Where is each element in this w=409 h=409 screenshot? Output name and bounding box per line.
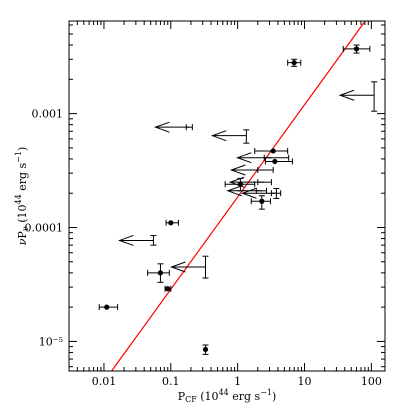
x-tick-label: 0.1: [162, 375, 180, 388]
point-layer: [98, 44, 378, 355]
upper-limit-point: [153, 121, 193, 133]
detection-point: [165, 219, 179, 226]
upper-limit-point: [240, 187, 282, 199]
detection-point: [287, 58, 302, 67]
upper-limit-point: [226, 185, 267, 197]
upper-limit-point: [229, 164, 274, 176]
label-layer: 0.01 0.1 1 10 100 10⁻⁵ 0.0001 0.001: [25, 108, 382, 388]
upper-limit-point: [210, 129, 250, 144]
upper-limit-arrow: [169, 261, 206, 273]
upper-limit-arrow: [226, 185, 262, 197]
x-axis-label: PCF (1044 erg s−1): [178, 388, 277, 404]
upper-limit-arrow: [228, 176, 265, 188]
detection-point: [164, 285, 172, 292]
point-marker: [291, 60, 297, 66]
detection-point: [342, 44, 371, 54]
detection-point: [98, 304, 119, 311]
point-marker: [353, 46, 360, 52]
upper-limit-arrow: [338, 89, 375, 101]
x-tick-label: 10: [298, 375, 312, 388]
upper-limit-arrow: [229, 164, 266, 176]
y-tick-label: 0.001: [32, 108, 64, 121]
y-axis-label: νPν (1044 erg s−1): [14, 147, 30, 246]
upper-limit-arrow: [240, 187, 277, 199]
upper-limit-point: [235, 152, 290, 164]
fit-layer: [111, 21, 366, 371]
point-marker: [104, 304, 110, 310]
upper-limit-point: [169, 255, 209, 279]
x-tick-label: 100: [361, 375, 382, 388]
upper-limit-arrow: [117, 234, 154, 246]
point-marker: [270, 148, 276, 154]
upper-limit-arrow: [235, 152, 272, 164]
point-marker: [168, 220, 174, 226]
point-marker: [157, 270, 164, 276]
point-marker: [259, 198, 265, 204]
x-tick-label: 1: [234, 375, 241, 388]
detection-point: [254, 147, 289, 154]
upper-limit-arrow: [210, 130, 247, 142]
detection-point: [264, 158, 293, 165]
upper-limit-point: [338, 81, 378, 112]
plot-frame: [68, 20, 386, 372]
point-marker: [202, 346, 209, 353]
fit-line: [111, 21, 366, 371]
point-marker: [165, 286, 171, 292]
y-tick-label: 10⁻⁵: [39, 335, 63, 348]
upper-limit-point: [117, 234, 157, 246]
point-marker: [272, 158, 278, 165]
detection-point: [147, 263, 170, 283]
x-tick-label: 0.01: [92, 375, 117, 388]
upper-limit-point: [228, 176, 272, 188]
detection-point: [250, 195, 272, 210]
detection-point: [202, 344, 209, 355]
upper-limit-arrow: [153, 121, 190, 133]
tick-layer: [68, 21, 385, 371]
y-tick-label: 0.0001: [25, 222, 64, 235]
